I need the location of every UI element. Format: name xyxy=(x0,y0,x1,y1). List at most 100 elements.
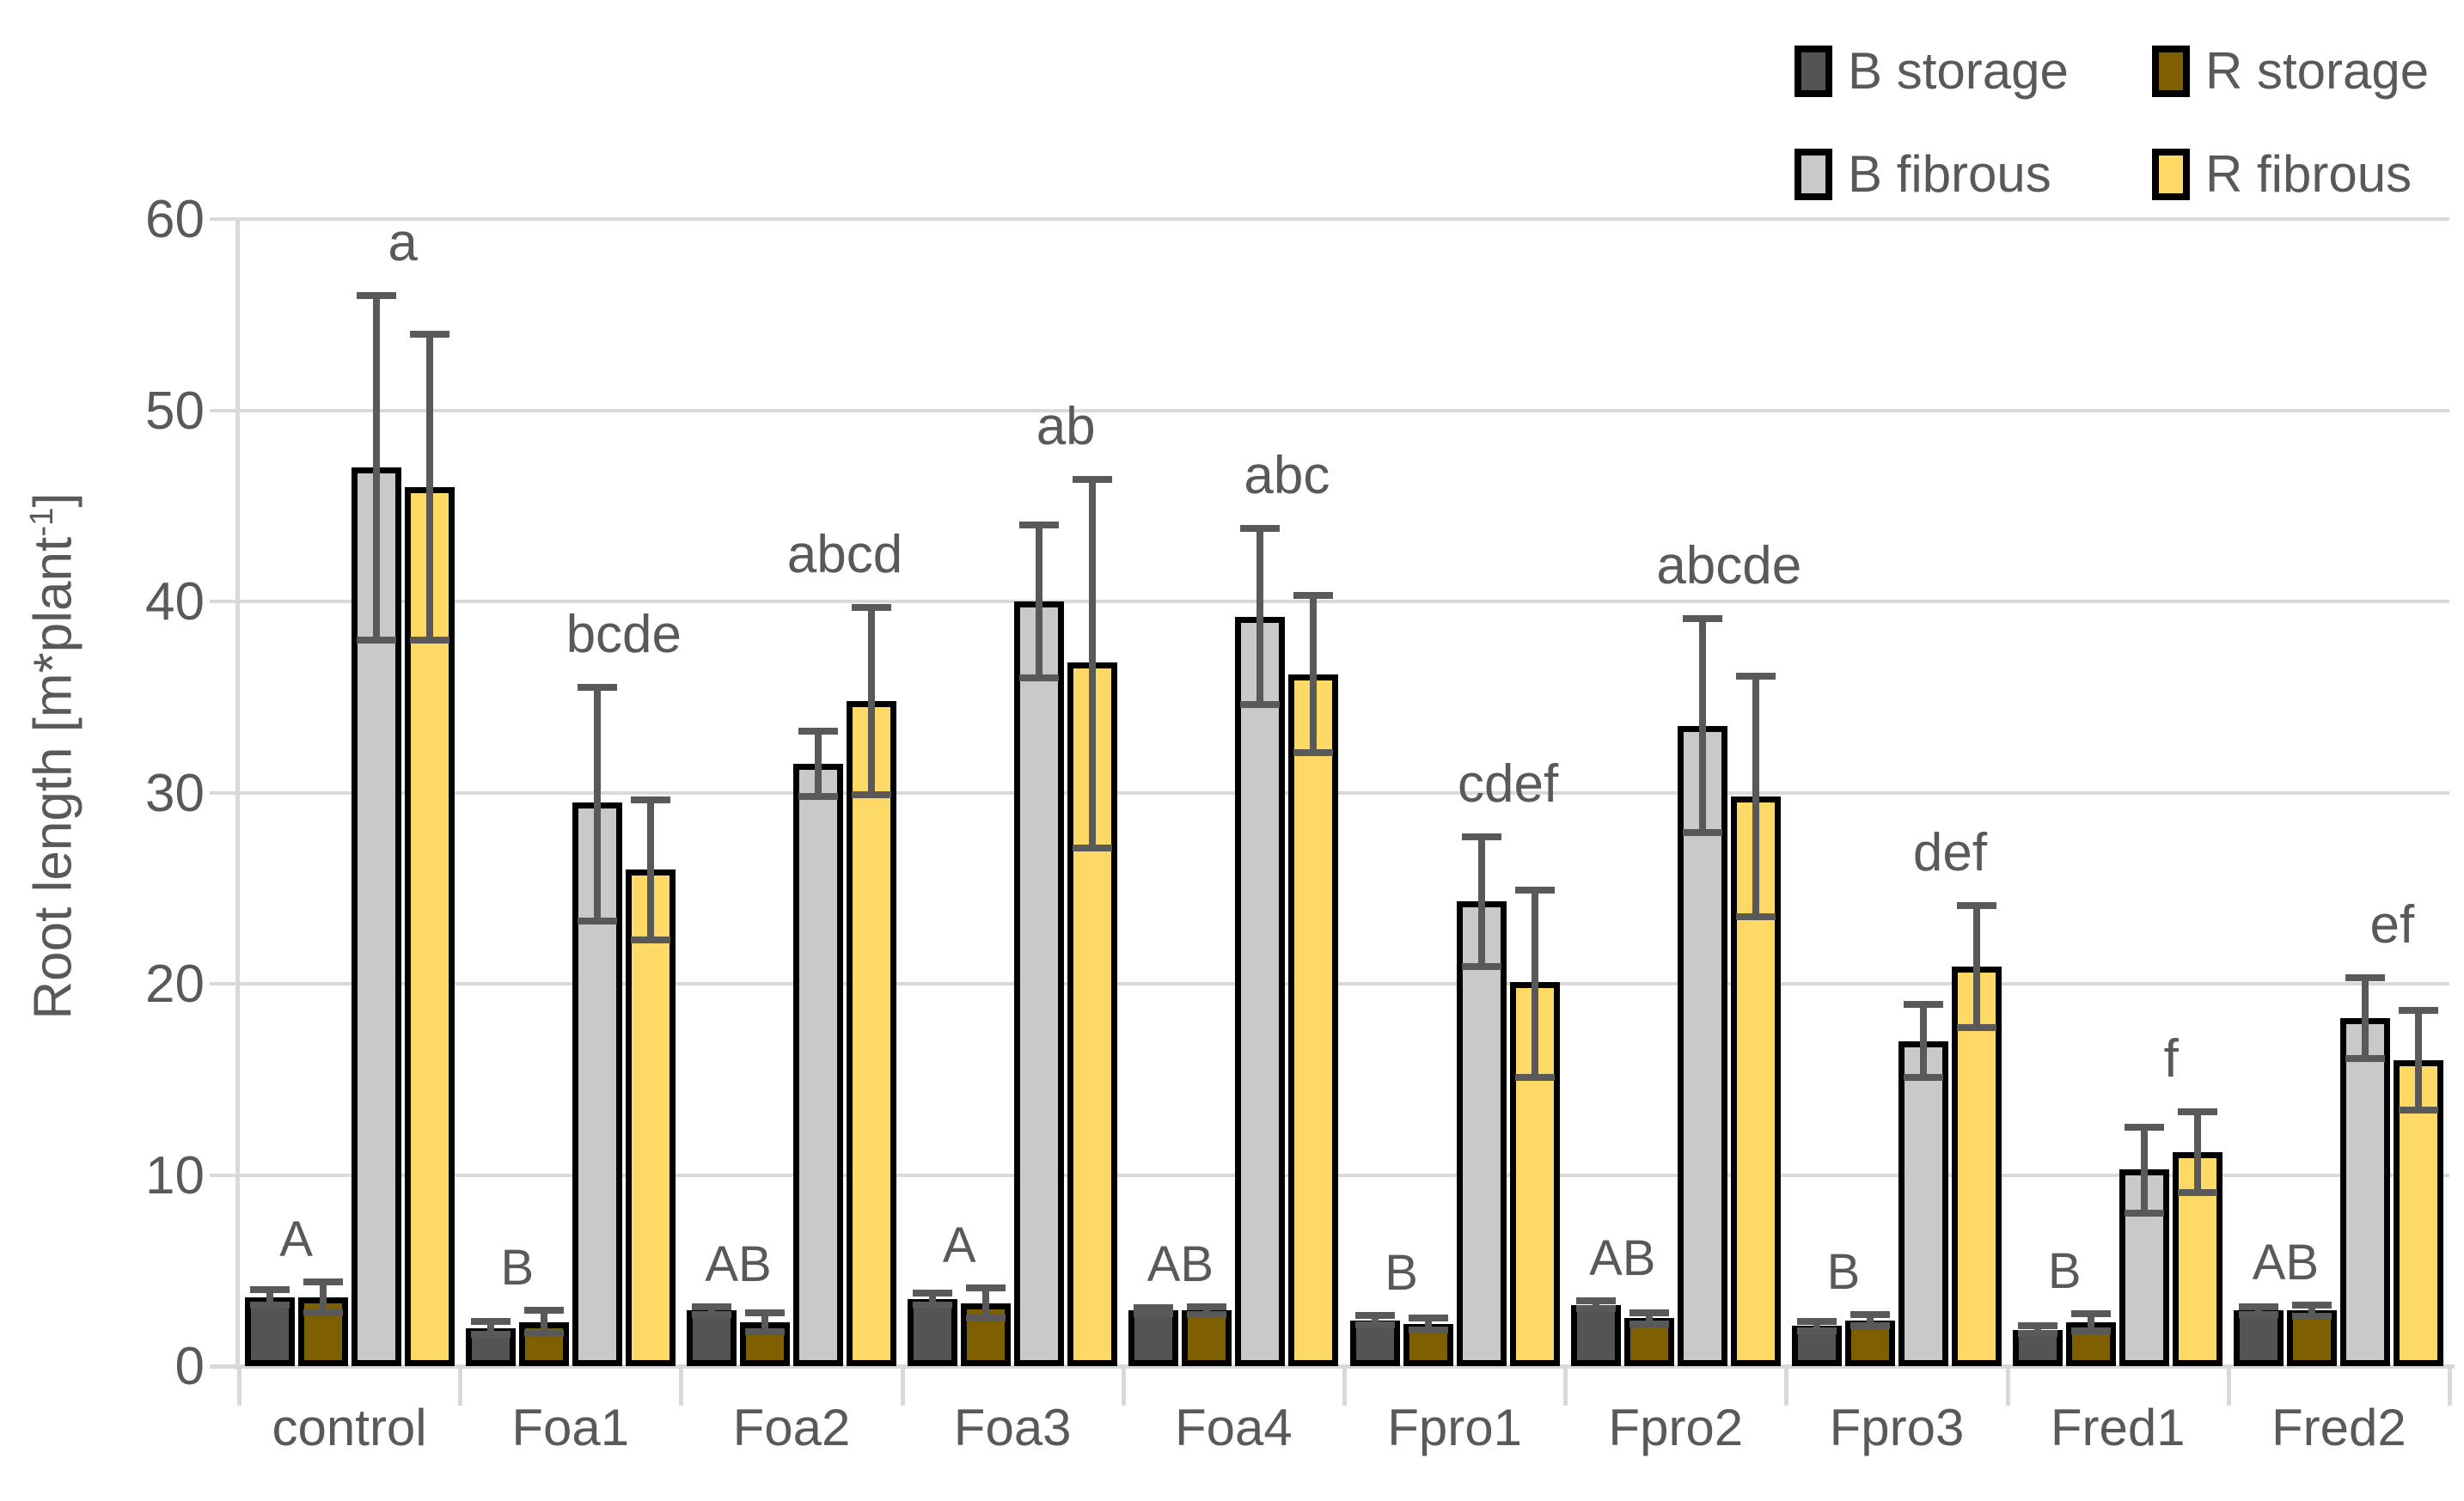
error-bar-cap-top xyxy=(630,796,670,804)
error-bar-cap-top xyxy=(1187,1303,1227,1311)
error-bar-line xyxy=(1920,1004,1927,1078)
error-bar-line xyxy=(372,296,380,640)
error-bar-cap-top xyxy=(1293,592,1334,600)
significance-letter: f xyxy=(2163,1029,2179,1089)
error-bar-cap-top xyxy=(2345,974,2386,982)
error-bar-line xyxy=(1813,1321,1820,1331)
bar-b-storage xyxy=(2234,1310,2284,1366)
legend-swatch xyxy=(1795,46,1832,97)
group-letter: B xyxy=(1826,1243,1861,1300)
error-bar-cap-bottom xyxy=(630,936,670,943)
error-bar-cap-top xyxy=(1629,1309,1669,1316)
x-axis-tick xyxy=(2005,1366,2010,1406)
error-bar-line xyxy=(1256,528,1264,705)
error-bar-cap-bottom xyxy=(470,1331,511,1339)
y-axis-tick xyxy=(210,1173,237,1177)
x-tick-label: Foa2 xyxy=(732,1399,851,1456)
error-bar-cap-top xyxy=(1797,1317,1837,1325)
legend: B storage R storage B fibrous R fibrous xyxy=(0,0,2464,215)
error-bar-cap-bottom xyxy=(523,1330,564,1338)
error-bar-cap-top xyxy=(1575,1297,1616,1305)
group-letter: A xyxy=(279,1211,313,1268)
error-bar-cap-bottom xyxy=(913,1301,953,1309)
x-axis-tick xyxy=(900,1366,905,1406)
y-axis-tick xyxy=(210,982,237,985)
error-bar-line xyxy=(1477,836,1485,967)
y-tick-label: 30 xyxy=(145,763,205,823)
error-bar-line xyxy=(761,1312,768,1332)
error-bar-cap-top xyxy=(1514,886,1555,894)
error-bar-line xyxy=(1531,889,1538,1078)
error-bar-cap-top xyxy=(1073,475,1113,483)
error-bar-cap-bottom xyxy=(1134,1309,1174,1317)
error-bar-cap-top xyxy=(852,603,891,611)
error-bar-cap-bottom xyxy=(303,1309,343,1316)
bar-r-fibrous xyxy=(1952,966,2002,1366)
gridline xyxy=(239,408,2449,412)
error-bar-cap-bottom xyxy=(1354,1321,1395,1329)
error-bar-line xyxy=(1973,905,1980,1028)
error-bar-cap-top xyxy=(2292,1301,2333,1309)
error-bar-cap-bottom xyxy=(356,636,396,644)
gridline xyxy=(239,600,2449,603)
gridline xyxy=(239,217,2449,221)
error-bar-cap-top xyxy=(745,1309,785,1316)
error-bar-cap-bottom xyxy=(852,790,891,798)
error-bar-line xyxy=(1310,595,1318,753)
group-letter: B xyxy=(1385,1245,1418,1302)
bar-b-storage xyxy=(908,1299,958,1366)
error-bar-cap-top xyxy=(1904,1001,1943,1009)
bar-r-storage xyxy=(1182,1310,1232,1366)
group-letter: AB xyxy=(2252,1234,2320,1290)
error-bar-cap-top xyxy=(1019,522,1060,528)
y-axis-tick xyxy=(210,408,237,412)
x-axis-tick xyxy=(1784,1366,1789,1406)
error-bar-line xyxy=(2362,978,2369,1059)
bar-b-storage xyxy=(1570,1304,1621,1366)
error-bar-cap-bottom xyxy=(798,792,838,800)
error-bar-cap-top xyxy=(2399,1007,2439,1015)
error-bar-line xyxy=(982,1287,990,1319)
error-bar-line xyxy=(1645,1312,1653,1325)
significance-letter: ab xyxy=(1036,396,1096,456)
error-bar-cap-bottom xyxy=(1461,962,1501,970)
x-tick-label: Fred1 xyxy=(2050,1399,2186,1456)
error-bar-cap-top xyxy=(692,1303,731,1311)
error-bar-line xyxy=(1036,525,1043,678)
x-axis-tick xyxy=(1563,1366,1568,1406)
error-bar-cap-top xyxy=(1408,1315,1448,1322)
error-bar-cap-bottom xyxy=(745,1327,785,1335)
bar-r-fibrous xyxy=(847,700,896,1366)
significance-letter: a xyxy=(388,213,418,272)
x-tick-label: control xyxy=(272,1399,427,1456)
error-bar-cap-bottom xyxy=(1514,1074,1555,1082)
error-bar-cap-bottom xyxy=(577,917,617,924)
legend-item: B fibrous xyxy=(1795,144,2051,204)
gridline xyxy=(239,1173,2449,1177)
error-bar-cap-top xyxy=(1134,1304,1174,1312)
error-bar-line xyxy=(2034,1326,2042,1334)
group-letter: AB xyxy=(1146,1236,1214,1293)
group-letter: B xyxy=(2047,1242,2082,1299)
error-bar-line xyxy=(593,687,601,921)
significance-letter: ef xyxy=(2369,895,2415,955)
group-letter: A xyxy=(942,1217,976,1273)
error-bar-cap-bottom xyxy=(1575,1305,1616,1313)
error-bar-line xyxy=(2255,1307,2263,1315)
error-bar-cap-top xyxy=(2178,1108,2218,1116)
error-bar-cap-top xyxy=(249,1286,290,1293)
error-bar-line xyxy=(319,1282,327,1313)
significance-letter: abc xyxy=(1244,446,1330,506)
error-bar-line xyxy=(2088,1313,2095,1331)
error-bar-cap-top xyxy=(2071,1309,2112,1317)
error-bar-cap-bottom xyxy=(409,636,449,644)
error-bar-cap-top xyxy=(2018,1322,2058,1330)
x-tick-label: Foa1 xyxy=(511,1399,630,1456)
error-bar-cap-bottom xyxy=(1957,1024,1996,1032)
gridline xyxy=(239,982,2449,985)
error-bar-cap-bottom xyxy=(2239,1310,2279,1318)
x-axis-tick xyxy=(458,1366,463,1406)
error-bar-cap-top xyxy=(1957,901,1996,909)
error-bar-line xyxy=(1752,675,1759,918)
